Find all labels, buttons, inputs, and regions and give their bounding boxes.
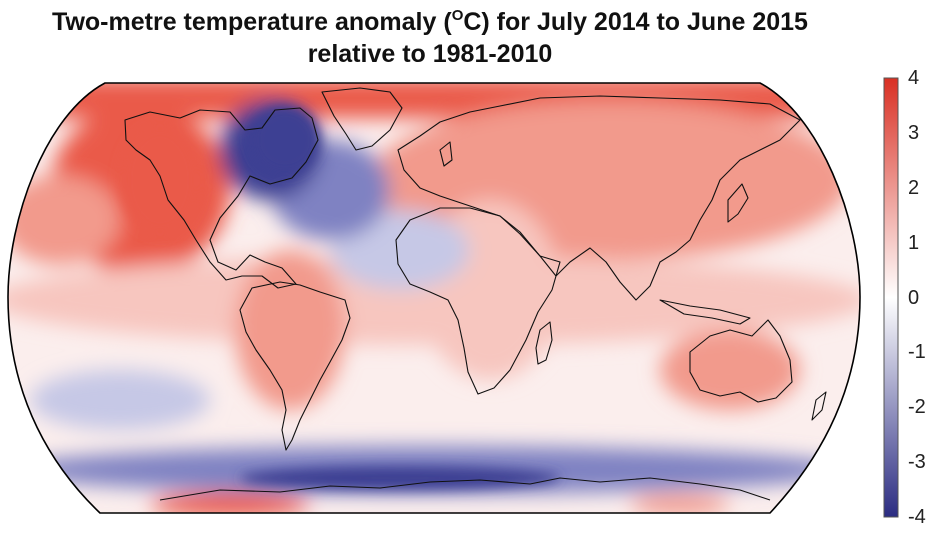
africa-coastline	[395, 207, 561, 395]
south-america-warm-region	[235, 250, 345, 410]
japan-coastline	[727, 183, 749, 223]
antarctica-warm-patch	[630, 495, 730, 513]
colorbar-tick: 3	[908, 121, 920, 144]
australia-coastline	[689, 319, 793, 403]
map-frame	[7, 82, 861, 514]
eurasia-coastline	[397, 95, 801, 301]
colorbar-tick: 2	[908, 176, 920, 199]
north-america-coastline	[124, 107, 319, 289]
australia-warm-region	[660, 330, 800, 410]
southern-ocean-cool-core	[240, 466, 560, 490]
madagascar-coastline	[535, 321, 553, 365]
title-line1: Two-metre temperature anomaly (OC) for J…	[52, 7, 808, 36]
colorbar-tick: 1	[908, 231, 920, 254]
colorbar-tick: -4	[908, 506, 926, 528]
coastlines	[124, 87, 827, 501]
south-america-coastline	[239, 281, 351, 451]
labrador-cool-core	[250, 105, 320, 175]
map-title: Two-metre temperature anomaly (OC) for J…	[0, 6, 860, 70]
title-line2: relative to 1981-2010	[307, 40, 553, 68]
alaska-warm-core	[120, 125, 200, 235]
colorbar-tick: -3	[908, 451, 926, 474]
colorbar-tick: 0	[908, 286, 920, 309]
colorbar-tick: -2	[908, 396, 926, 419]
world-map	[7, 82, 861, 514]
antarctica-warm-patch	[150, 493, 310, 513]
greenland-coastline	[321, 87, 403, 151]
antarctica-coastline	[159, 477, 771, 501]
colorbar-gradient	[883, 77, 899, 518]
world-map-svg	[7, 82, 861, 514]
north-pacific-warm-region	[8, 175, 120, 265]
new-zealand-coastline	[811, 391, 827, 421]
anomaly-field	[8, 83, 860, 513]
colorbar-tick: 4	[908, 67, 920, 89]
indonesia-coastline	[659, 299, 751, 325]
uk-coastline	[439, 141, 453, 167]
colorbar-tick: -1	[908, 341, 926, 364]
colorbar-svg	[883, 77, 899, 518]
colorbar	[880, 76, 900, 524]
south-pacific-cool-region	[30, 370, 210, 430]
